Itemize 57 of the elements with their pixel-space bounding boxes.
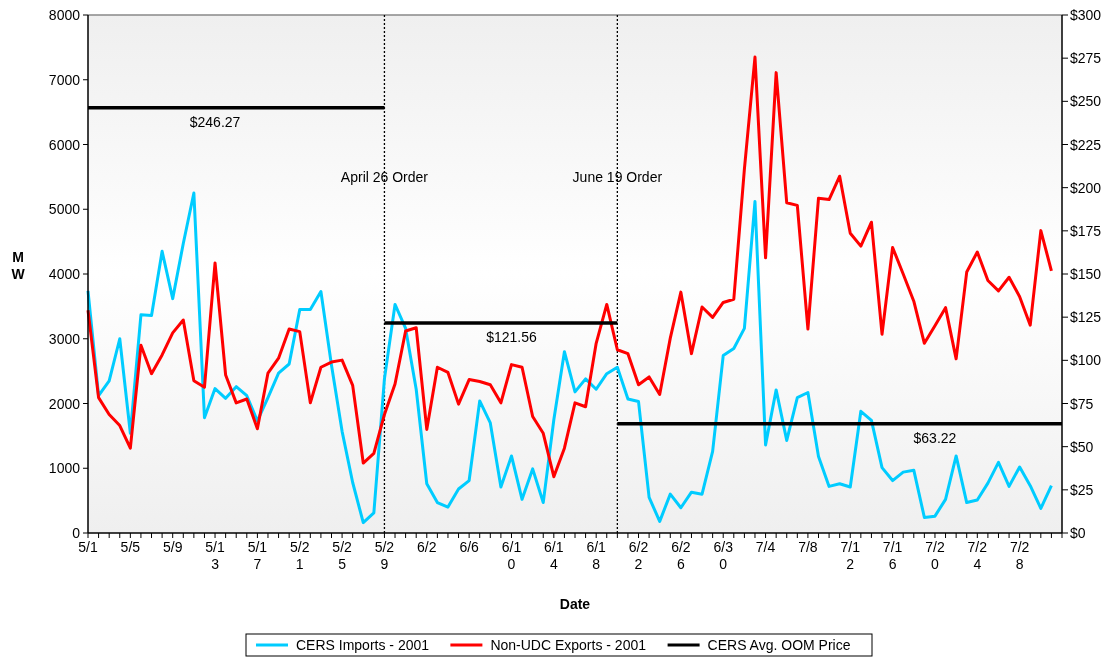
line-series (86, 191, 1053, 525)
line-series (86, 55, 1053, 479)
data-label: $246.27 (189, 113, 241, 130)
x-tick-label: 5/13 (205, 539, 225, 572)
y2-tick-label: $125 (1070, 309, 1102, 326)
x-tick-label: 5/17 (247, 539, 268, 572)
x-tick-label: 5/29 (374, 539, 395, 572)
x-tick-label: 5/9 (162, 539, 183, 555)
x-tick-label: 5/21 (290, 539, 310, 572)
x-tick-label: 6/10 (501, 539, 522, 572)
y-tick-label: 6000 (48, 136, 81, 153)
y2-tick-label: $275 (1070, 50, 1102, 67)
x-tick-label: 7/20 (925, 539, 945, 572)
x-tick-label: 6/6 (459, 539, 480, 555)
y2-tick-label: $150 (1070, 266, 1102, 282)
data-label: $63.22 (913, 429, 957, 446)
x-tick-label: 6/18 (586, 539, 607, 572)
y2-tick-label: $25 (1070, 481, 1094, 498)
y2-tick-label: $50 (1070, 438, 1094, 455)
y2-tick-label: $0 (1070, 525, 1086, 541)
data-label: $121.56 (486, 329, 537, 346)
y-tick-label: 0 (72, 525, 81, 541)
x-tick-label: 6/2 (417, 539, 437, 555)
y2-tick-label: $250 (1070, 93, 1102, 110)
x-tick-label: 5/25 (332, 539, 353, 572)
legend-label: CERS Avg. OOM Price (707, 637, 851, 653)
x-tick-label: 5/5 (120, 539, 141, 555)
x-tick-label: 6/14 (544, 539, 564, 572)
x-tick-label: 7/12 (840, 539, 861, 572)
x-tick-label: 7/8 (798, 539, 818, 555)
y2-tick-label: $100 (1070, 352, 1102, 369)
x-tick-label: 6/22 (628, 539, 649, 572)
x-tick-label: 7/28 (1009, 539, 1030, 572)
y2-tick-label: $300 (1070, 7, 1102, 23)
y2-tick-label: $200 (1070, 179, 1102, 196)
x-tick-label: 6/26 (671, 539, 691, 572)
y-tick-label: 8000 (48, 7, 81, 23)
y2-tick-label: $75 (1070, 395, 1094, 412)
y-tick-label: 1000 (48, 460, 81, 477)
x-tick-label: 5/1 (78, 539, 98, 555)
x-axis-title: Date (559, 596, 591, 612)
y-tick-label: 3000 (48, 330, 81, 347)
x-tick-label: 7/16 (882, 539, 903, 572)
x-tick-label: 7/24 (967, 539, 988, 572)
legend-label: CERS Imports - 2001 (296, 637, 430, 653)
y2-tick-label: $225 (1070, 136, 1102, 153)
ref-line-label: June 19 Order (572, 169, 663, 185)
y-tick-label: 2000 (48, 395, 81, 412)
x-tick-label: 6/30 (713, 539, 734, 572)
y-axis-title: MW (11, 249, 26, 282)
y-tick-label: 5000 (48, 201, 81, 218)
y-tick-label: 4000 (48, 266, 81, 282)
legend-label: Non-UDC Exports - 2001 (490, 637, 647, 653)
y-tick-label: 7000 (48, 71, 81, 88)
y2-tick-label: $175 (1070, 222, 1102, 239)
x-tick-label: 7/4 (755, 539, 776, 555)
ref-line-label: April 26 Order (340, 169, 429, 185)
